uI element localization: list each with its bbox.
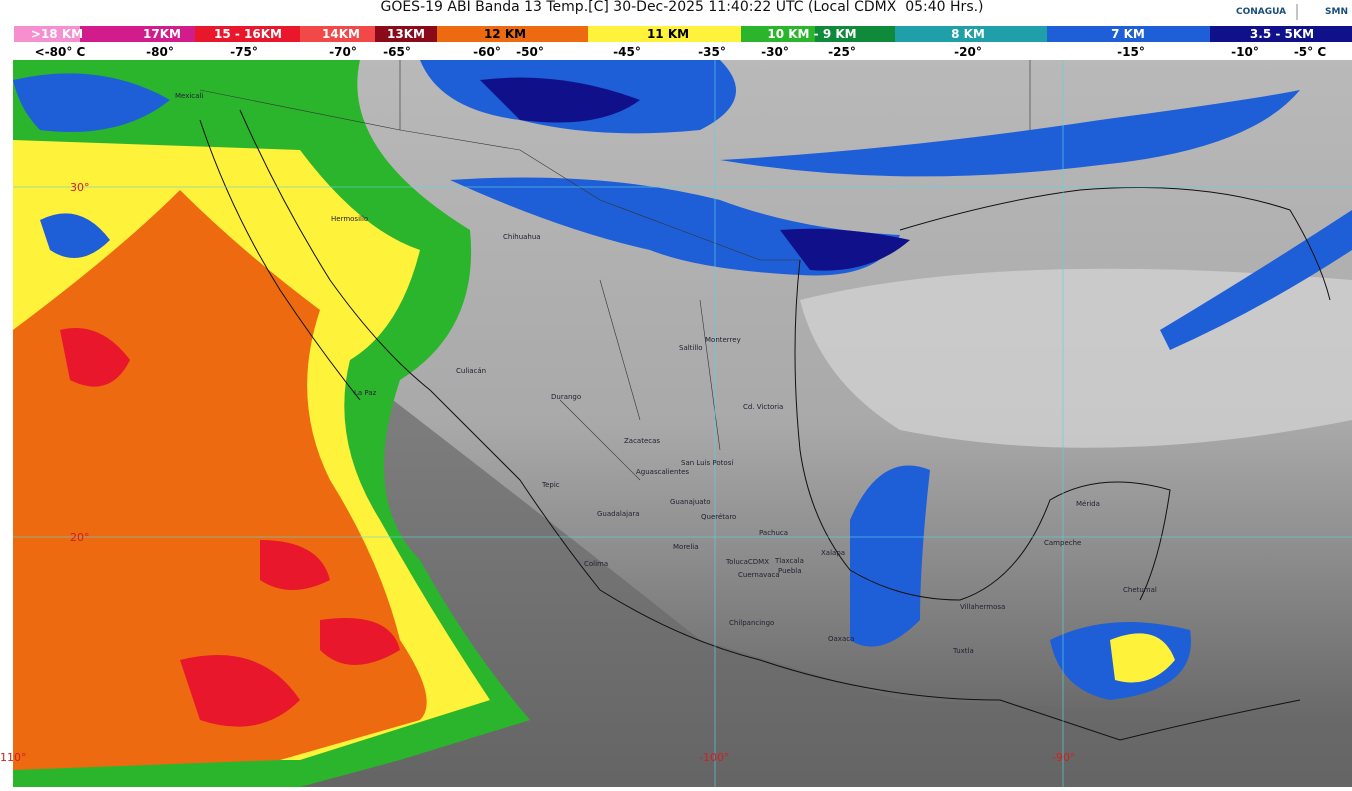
city-label: Chihuahua [503, 233, 541, 241]
city-label: Morelia [673, 543, 699, 551]
swatch [133, 26, 195, 42]
city-label: Mérida [1076, 500, 1100, 508]
city-label: Hermosillo [331, 215, 368, 223]
temp-label: -75° [230, 45, 258, 59]
city-label: Durango [551, 393, 581, 401]
cloud-red [60, 328, 400, 727]
grid-label: -110° [0, 751, 26, 764]
temp-label: <-80° C [35, 45, 86, 59]
legend-label: 8 KM [951, 27, 985, 41]
legend-label: 3.5 - 5KM [1250, 27, 1314, 41]
swatch [588, 26, 741, 42]
temp-label: -25° [828, 45, 856, 59]
legend-label: >18 KM [31, 27, 83, 41]
legend: >18 KM 17KM 15 - 16KM 14KM 13KM 12 KM 11… [14, 26, 1352, 59]
cloud-blue [720, 90, 1300, 177]
temp-label: -60° [473, 45, 501, 59]
city-label: Saltillo [679, 344, 703, 352]
temp-label: -5° C [1294, 45, 1327, 59]
coastline [899, 187, 1331, 301]
legend-label: 12 KM [484, 27, 526, 41]
city-label: Chetumal [1123, 586, 1157, 594]
city-label: Querétaro [701, 513, 736, 521]
cloud-blue [1160, 210, 1352, 350]
city-label: Guadalajara [597, 510, 640, 518]
city-label: Tuxtla [952, 647, 974, 655]
city-label: Tepic [541, 481, 560, 489]
legend-label: 17KM [143, 27, 181, 41]
grid-label: 20° [70, 531, 90, 544]
borders [199, 60, 1031, 481]
city-label: Villahermosa [960, 603, 1005, 611]
cloud-blue [450, 177, 900, 276]
temp-label: -15° [1117, 45, 1145, 59]
city-label: Xalapa [821, 549, 845, 557]
city-label: Culiacán [456, 367, 486, 375]
city-label: Cd. Victoria [743, 403, 783, 411]
logo: SMN [1325, 7, 1348, 17]
city-label: Puebla [778, 567, 802, 575]
temp-label: -65° [383, 45, 411, 59]
city-label: Colima [584, 560, 608, 568]
city-label: Chilpancingo [729, 619, 774, 627]
coastline [794, 259, 1171, 601]
swatch [14, 26, 80, 42]
legend-label: 15 - 16KM [214, 27, 282, 41]
temp-label: -10° [1231, 45, 1259, 59]
cities: Mexicali Hermosillo Chihuahua Culiacán L… [175, 92, 1157, 655]
city-label: Guanajuato [670, 498, 711, 506]
cloud-blue [850, 465, 1191, 700]
legend-label: 11 KM [647, 27, 689, 41]
swatch [195, 26, 300, 42]
swatch [1047, 26, 1210, 42]
swatch [1210, 26, 1352, 42]
swatch [741, 26, 815, 42]
city-label: TolucaCDMX [725, 558, 769, 566]
city-label: La Paz [354, 389, 377, 397]
city-label: Zacatecas [624, 437, 660, 445]
temp-label: -30° [761, 45, 789, 59]
swatch [437, 26, 588, 42]
swatch [895, 26, 1047, 42]
swatch [80, 26, 133, 42]
cloud-yellow [1110, 633, 1175, 683]
graticule: 30° 20° -110° -100° -90° [0, 60, 1352, 787]
legend-label: 13KM [387, 27, 425, 41]
city-label: Oaxaca [828, 635, 854, 643]
legend-label: 14KM [322, 27, 360, 41]
grid-label: -100° [699, 751, 729, 764]
temp-label: -80° [146, 45, 174, 59]
logos: CONAGUA SMN [1236, 4, 1348, 20]
legend-label: 10 KM - 9 KM [767, 27, 856, 41]
city-label: Campeche [1044, 539, 1081, 547]
city-label: Pachuca [759, 529, 788, 537]
grid-label: 30° [70, 181, 90, 194]
temp-label: -70° [329, 45, 357, 59]
temp-label: -35° [698, 45, 726, 59]
swatch [375, 26, 437, 42]
city-label: Aguascalientes [636, 468, 689, 476]
city-label: Tlaxcala [774, 557, 804, 565]
coastline [239, 109, 1301, 741]
grid-label: -90° [1052, 751, 1075, 764]
temp-label: -50° [516, 45, 544, 59]
temp-label: -45° [613, 45, 641, 59]
coastline [199, 119, 361, 401]
city-label: Cuernavaca [738, 571, 780, 579]
title: GOES-19 ABI Banda 13 Temp.[C] 30-Dec-202… [380, 0, 983, 15]
cloud-blue [13, 73, 170, 258]
temp-label: -20° [954, 45, 982, 59]
city-label: San Luis Potosí [681, 459, 734, 467]
logo: CONAGUA [1236, 7, 1286, 17]
swatch [815, 26, 895, 42]
cloud-navy [480, 77, 910, 271]
satellite-map: 30° 20° -110° -100° -90° Mexicali Hermos… [0, 60, 1352, 787]
swatch [300, 26, 375, 42]
city-label: Monterrey [705, 336, 741, 344]
legend-label: 7 KM [1111, 27, 1145, 41]
city-label: Mexicali [175, 92, 203, 100]
